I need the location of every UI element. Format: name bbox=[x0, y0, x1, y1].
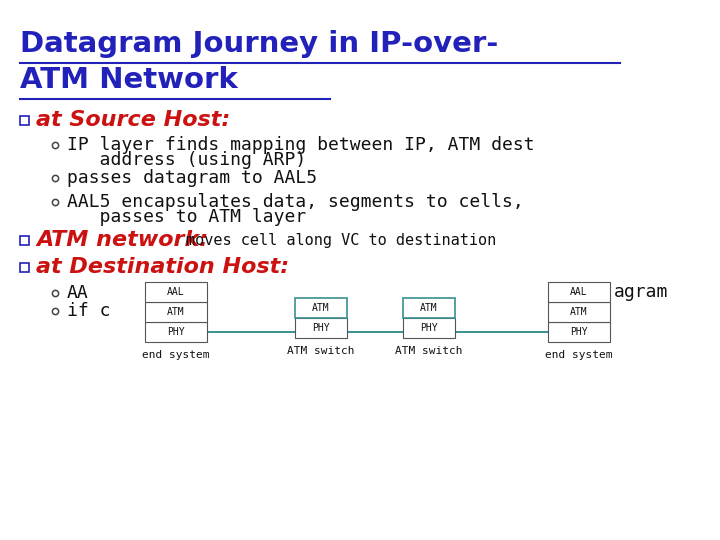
Bar bbox=[145, 282, 207, 302]
Text: if c: if c bbox=[67, 302, 110, 320]
Text: AAL5 encapsulates data, segments to cells,: AAL5 encapsulates data, segments to cell… bbox=[67, 193, 523, 211]
Bar bbox=[20, 116, 29, 125]
Bar bbox=[145, 322, 207, 342]
Text: ATM: ATM bbox=[312, 303, 330, 313]
Text: moves cell along VC to destination: moves cell along VC to destination bbox=[186, 233, 496, 247]
Text: ATM network:: ATM network: bbox=[36, 230, 216, 250]
Text: agram: agram bbox=[614, 283, 668, 301]
Text: ATM switch: ATM switch bbox=[395, 346, 463, 356]
Bar bbox=[20, 262, 29, 272]
Text: PHY: PHY bbox=[312, 323, 330, 333]
Text: AAL: AAL bbox=[570, 287, 588, 297]
Text: Datagram Journey in IP-over-: Datagram Journey in IP-over- bbox=[20, 30, 498, 58]
Bar bbox=[20, 235, 29, 245]
Text: ATM: ATM bbox=[570, 307, 588, 317]
Bar bbox=[295, 318, 347, 338]
Text: AA: AA bbox=[67, 284, 89, 302]
Bar bbox=[548, 282, 610, 302]
Text: ATM Network: ATM Network bbox=[20, 66, 238, 94]
Text: PHY: PHY bbox=[570, 327, 588, 337]
Bar bbox=[145, 302, 207, 322]
Text: passes to ATM layer: passes to ATM layer bbox=[67, 208, 306, 226]
Text: ATM: ATM bbox=[420, 303, 438, 313]
Bar bbox=[548, 302, 610, 322]
Text: PHY: PHY bbox=[167, 327, 185, 337]
Bar bbox=[295, 298, 347, 318]
Bar bbox=[548, 322, 610, 342]
Text: IP layer finds mapping between IP, ATM dest: IP layer finds mapping between IP, ATM d… bbox=[67, 136, 535, 154]
Bar bbox=[403, 318, 455, 338]
Bar bbox=[403, 298, 455, 318]
Text: ATM switch: ATM switch bbox=[287, 346, 355, 356]
Text: AAL: AAL bbox=[167, 287, 185, 297]
Text: passes datagram to AAL5: passes datagram to AAL5 bbox=[67, 169, 317, 187]
Text: ATM: ATM bbox=[167, 307, 185, 317]
Text: at Destination Host:: at Destination Host: bbox=[36, 257, 289, 277]
Text: PHY: PHY bbox=[420, 323, 438, 333]
Text: address (using ARP): address (using ARP) bbox=[67, 151, 306, 169]
Text: end system: end system bbox=[545, 350, 613, 360]
Text: end system: end system bbox=[143, 350, 210, 360]
Text: at Source Host:: at Source Host: bbox=[36, 110, 230, 130]
